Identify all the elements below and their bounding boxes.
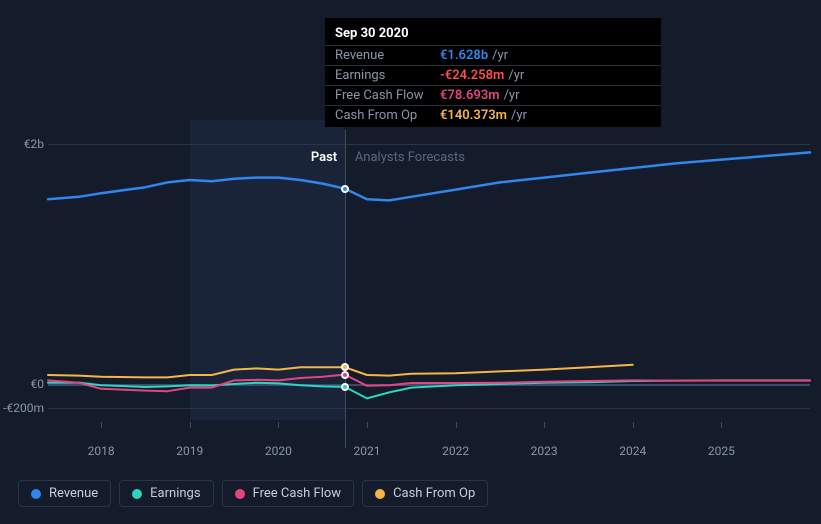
tooltip-label: Free Cash Flow [335, 88, 440, 103]
x-axis-tick [721, 422, 722, 428]
x-axis-tick [456, 422, 457, 428]
x-axis-tick [190, 422, 191, 428]
legend-swatch [132, 489, 142, 499]
legend: Revenue Earnings Free Cash Flow Cash Fro… [18, 480, 488, 507]
plot-area[interactable]: Past Analysts Forecasts [48, 120, 810, 420]
tooltip-date: Sep 30 2020 [325, 24, 661, 45]
tooltip-value: €78.693m [440, 88, 500, 103]
legend-swatch [375, 489, 385, 499]
x-axis-tick [544, 422, 545, 428]
tooltip-label: Cash From Op [335, 108, 440, 123]
y-axis-label: €0 [31, 377, 45, 391]
tooltip-row-earnings: Earnings -€24.258m /yr [325, 65, 661, 85]
legend-label: Free Cash Flow [253, 486, 341, 501]
legend-item-revenue[interactable]: Revenue [18, 480, 111, 507]
highlight-marker-revenue [341, 185, 349, 193]
legend-item-fcf[interactable]: Free Cash Flow [222, 480, 354, 507]
tooltip-unit: /yr [508, 68, 524, 83]
tooltip-row-fcf: Free Cash Flow €78.693m /yr [325, 85, 661, 105]
period-label-past: Past [311, 150, 337, 165]
tooltip-value: €1.628b [440, 48, 488, 63]
tooltip-value: €140.373m [440, 108, 507, 123]
x-axis-label: 2020 [265, 444, 292, 458]
y-axis-label: €2b [24, 137, 44, 151]
datapoint-tooltip: Sep 30 2020 Revenue €1.628b /yr Earnings… [325, 18, 661, 127]
legend-swatch [31, 489, 41, 499]
tooltip-value: -€24.258m [440, 68, 504, 83]
x-axis-label: 2023 [531, 444, 558, 458]
highlight-marker-earnings [341, 383, 349, 391]
legend-label: Revenue [49, 486, 98, 501]
tooltip-row-cfo: Cash From Op €140.373m /yr [325, 105, 661, 125]
tooltip-row-revenue: Revenue €1.628b /yr [325, 45, 661, 65]
x-axis-label: 2024 [619, 444, 646, 458]
x-axis-label: 2019 [176, 444, 203, 458]
x-axis-tick [633, 422, 634, 428]
legend-label: Cash From Op [393, 486, 475, 501]
x-axis-label: 2025 [708, 444, 735, 458]
legend-label: Earnings [150, 486, 200, 501]
y-axis-label: -€200m [3, 401, 44, 415]
tooltip-unit: /yr [492, 48, 508, 63]
x-axis-label: 2018 [88, 444, 115, 458]
x-axis-tick [278, 422, 279, 428]
tooltip-unit: /yr [511, 108, 527, 123]
period-label-forecast: Analysts Forecasts [355, 150, 465, 165]
x-axis-tick [101, 422, 102, 428]
tooltip-label: Earnings [335, 68, 440, 83]
tooltip-label: Revenue [335, 48, 440, 63]
line-series-svg [48, 120, 810, 420]
past-forecast-divider [345, 130, 346, 448]
legend-item-cfo[interactable]: Cash From Op [362, 480, 488, 507]
x-axis-tick [367, 422, 368, 428]
tooltip-unit: /yr [504, 88, 520, 103]
x-axis-label: 2022 [442, 444, 469, 458]
x-axis-label: 2021 [353, 444, 380, 458]
legend-item-earnings[interactable]: Earnings [119, 480, 213, 507]
financial-chart: Past Analysts Forecasts €2b€0-€200m20182… [18, 120, 812, 460]
legend-swatch [235, 489, 245, 499]
highlight-marker-fcf [341, 371, 349, 379]
